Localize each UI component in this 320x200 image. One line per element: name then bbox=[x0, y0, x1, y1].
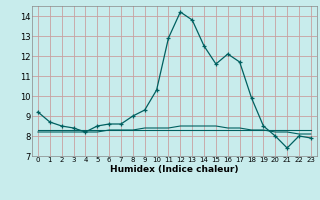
X-axis label: Humidex (Indice chaleur): Humidex (Indice chaleur) bbox=[110, 165, 239, 174]
